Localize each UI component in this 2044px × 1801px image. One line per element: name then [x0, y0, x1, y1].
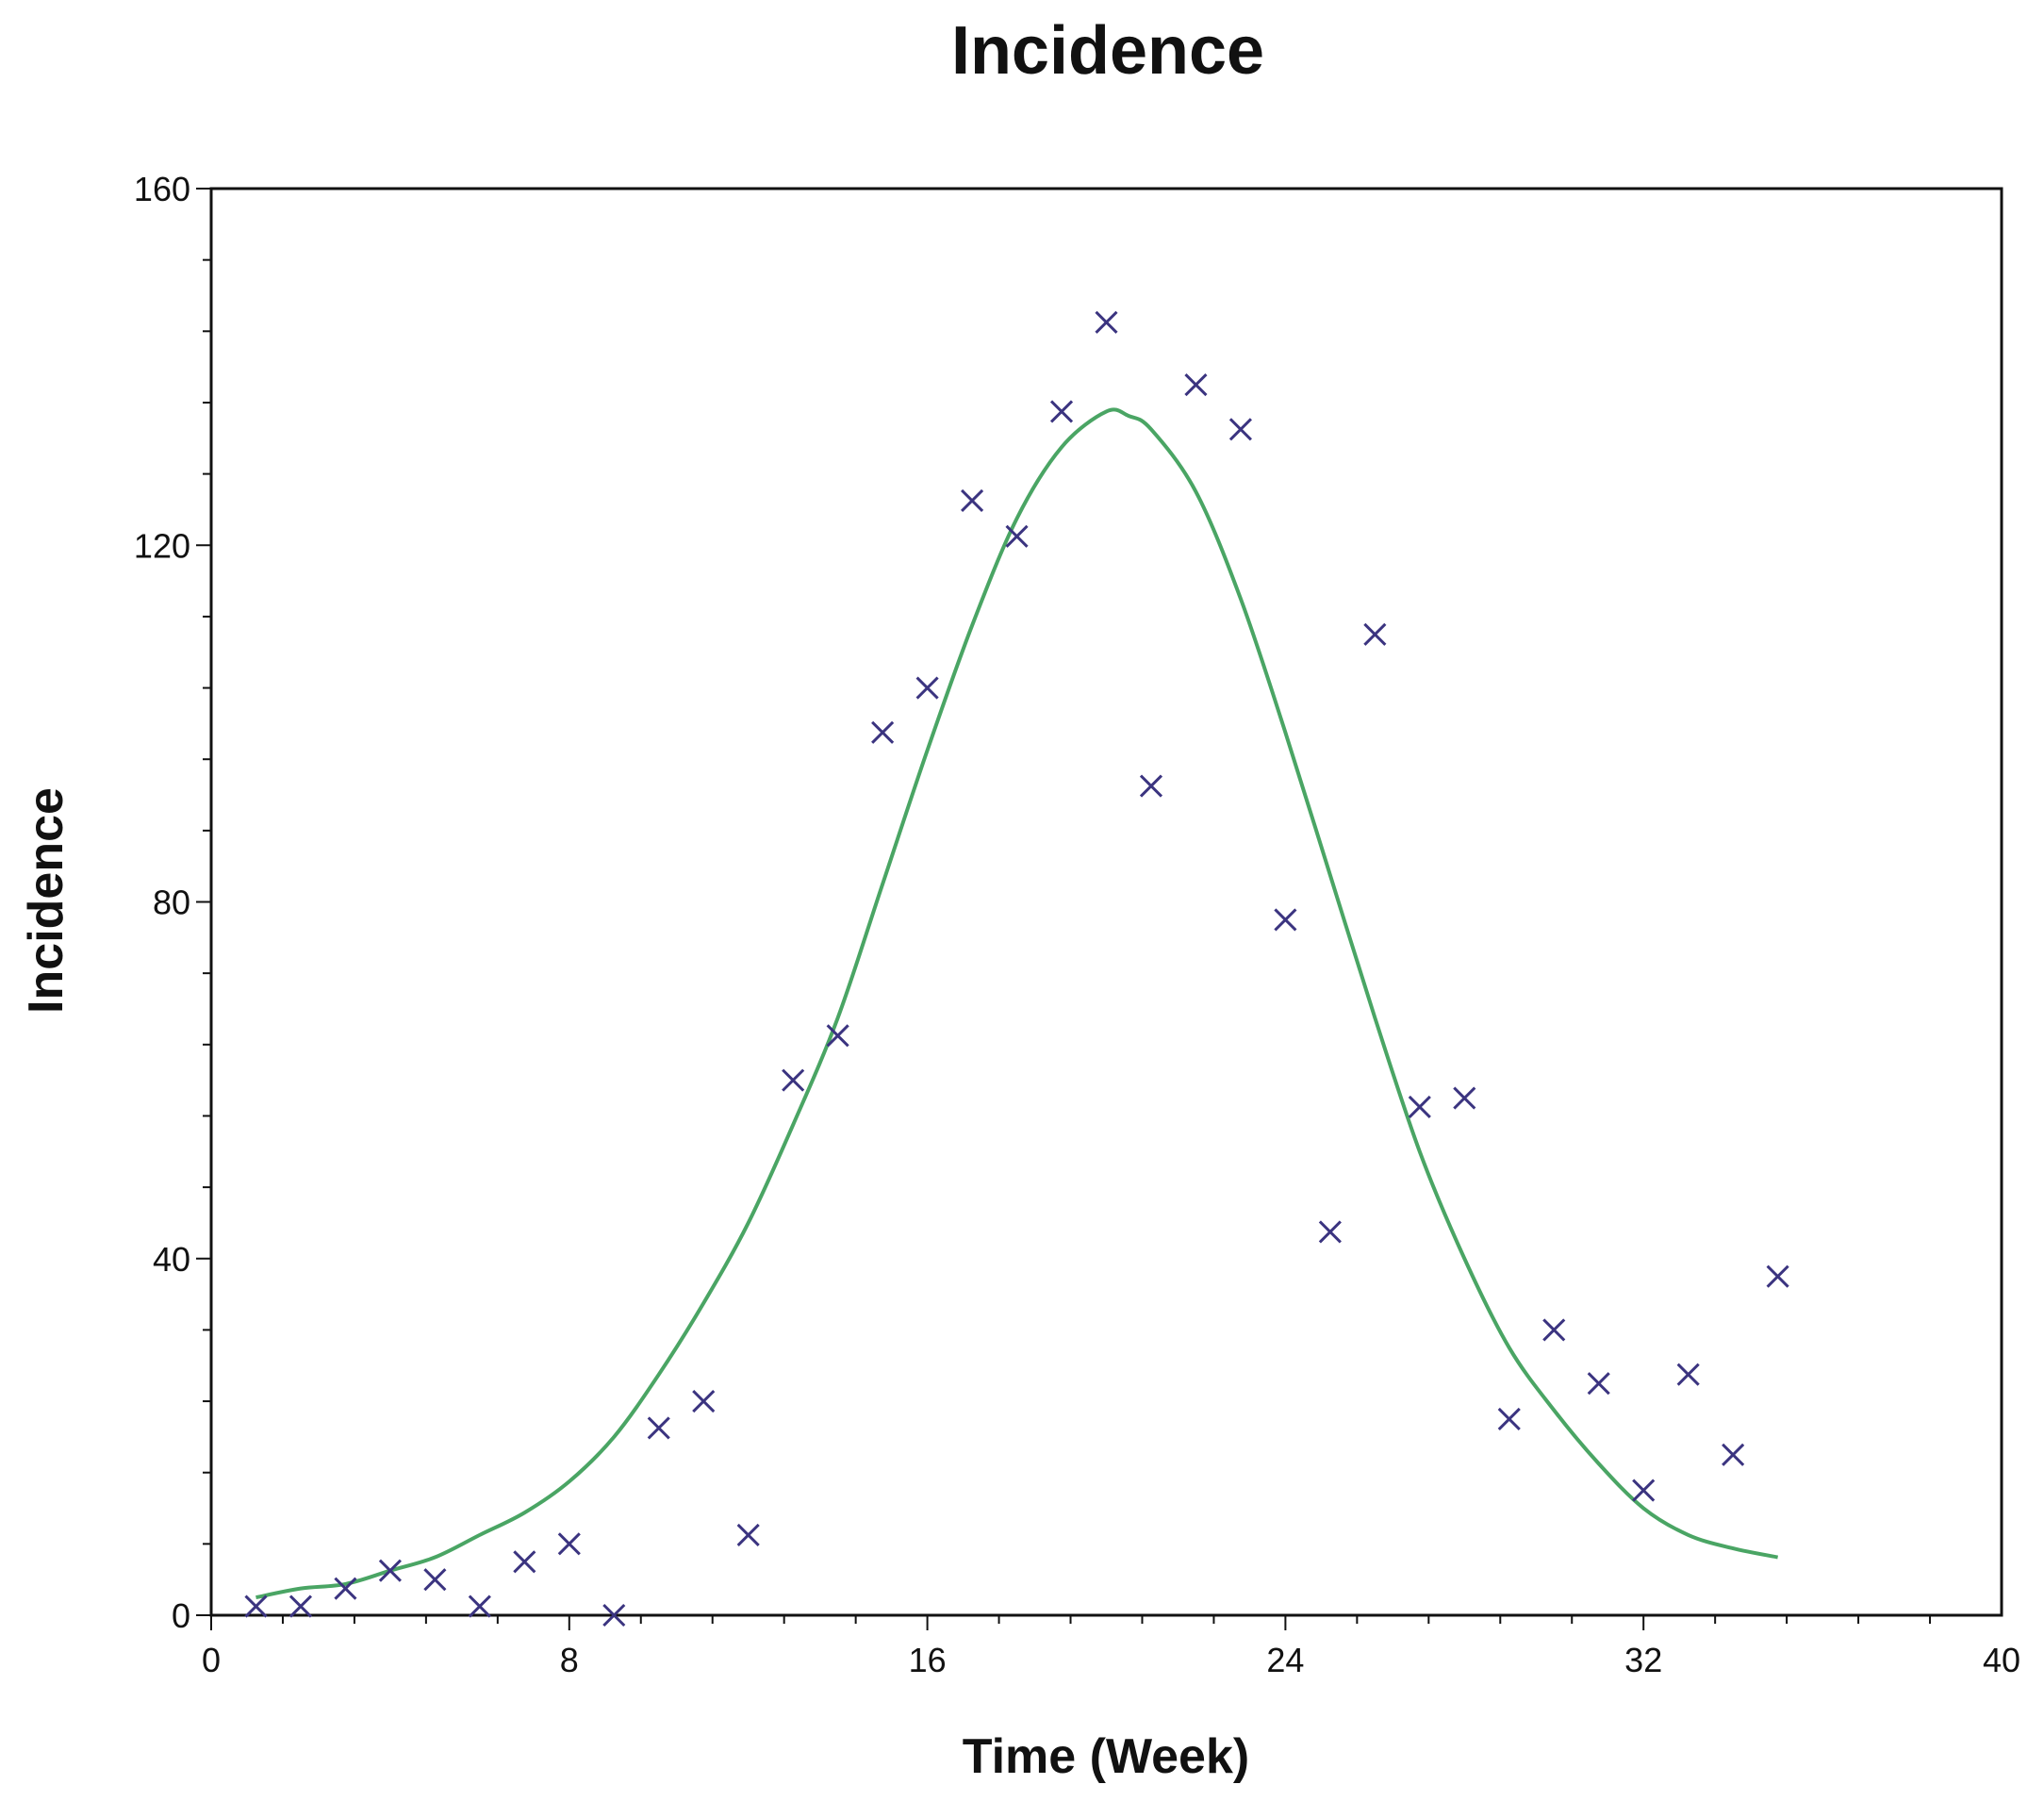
y-tick-label: 80 [153, 884, 190, 922]
data-point-marker [468, 1594, 491, 1618]
data-point-marker [1676, 1363, 1700, 1386]
data-point-marker [1228, 418, 1252, 441]
data-point-marker [1766, 1264, 1789, 1288]
data-point-marker [736, 1523, 760, 1546]
data-point-marker [602, 1603, 626, 1628]
y-tick-label: 120 [134, 526, 190, 565]
data-point-marker [1184, 372, 1208, 397]
x-tick-label: 8 [560, 1641, 579, 1679]
x-tick-label: 16 [909, 1641, 947, 1679]
model-fit-line [256, 407, 1779, 1600]
data-point-marker [1139, 774, 1163, 798]
data-point-marker [1095, 310, 1118, 334]
observed-points [244, 310, 1789, 1628]
y-tick-label: 0 [172, 1596, 190, 1635]
data-point-marker [557, 1532, 581, 1556]
data-point-marker [1274, 908, 1297, 932]
data-point-marker [1005, 524, 1029, 548]
data-point-marker [1408, 1095, 1431, 1119]
data-point-marker [1363, 622, 1387, 646]
data-point-marker [334, 1577, 357, 1600]
data-point-marker [244, 1594, 268, 1618]
chart-title: Incidence [951, 13, 1264, 89]
data-point-marker [288, 1594, 313, 1618]
data-point-marker [513, 1550, 536, 1574]
x-tick-label: 40 [1983, 1641, 2020, 1679]
data-point-marker [1049, 400, 1074, 423]
data-point-marker [915, 676, 939, 700]
x-tick-label: 24 [1266, 1641, 1304, 1679]
data-point-marker [826, 1024, 849, 1048]
data-point-marker [1587, 1372, 1610, 1396]
data-point-marker [378, 1559, 402, 1582]
x-tick-label: 0 [202, 1641, 221, 1679]
data-point-marker [1722, 1443, 1745, 1466]
plot-frame [209, 187, 2003, 1617]
data-point-marker [1497, 1407, 1521, 1431]
data-point-marker [1542, 1318, 1566, 1342]
y-tick-label: 40 [153, 1240, 190, 1279]
data-point-marker [1318, 1220, 1342, 1244]
y-tick-label: 160 [134, 170, 190, 208]
data-point-marker [423, 1568, 447, 1592]
x-axis-ticks: 0 8 16 24 32 40 [202, 1615, 2020, 1679]
data-point-marker [1453, 1086, 1476, 1110]
y-axis-label: Incidence [19, 787, 74, 1014]
data-point-marker [692, 1389, 716, 1413]
x-axis-label: Time (Week) [963, 1729, 1249, 1784]
x-tick-label: 32 [1624, 1641, 1662, 1679]
y-axis-ticks: 0 40 80 120 160 [134, 170, 211, 1635]
data-point-marker [961, 488, 984, 513]
data-point-marker [647, 1416, 670, 1440]
data-point-marker [782, 1068, 805, 1092]
data-point-marker [871, 720, 895, 744]
data-point-marker [1632, 1479, 1656, 1502]
